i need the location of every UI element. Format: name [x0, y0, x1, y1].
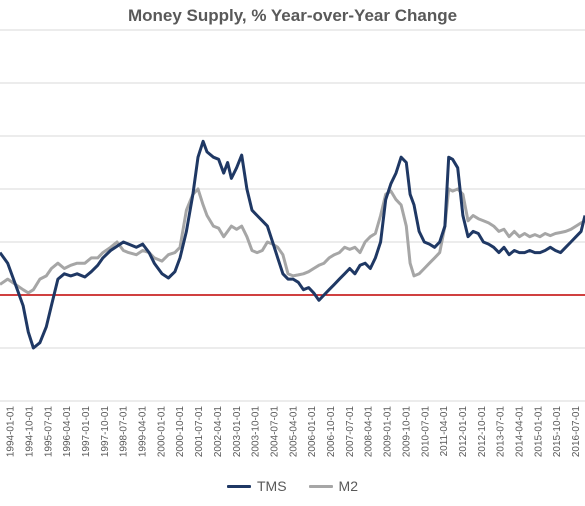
series-line-tms [0, 139, 585, 350]
series-lines [0, 139, 585, 350]
x-tick-label: 2006-01-01 [307, 406, 318, 458]
legend-swatch-tms [226, 484, 251, 488]
x-tick-label: 1996-04-01 [62, 406, 73, 458]
x-axis-tick-labels: 1994-01-01 1994-10-01 1995-07-01 1996-04-01… [6, 406, 583, 458]
legend-label-m2: M2 [338, 478, 358, 494]
x-tick-label: 1997-10-01 [100, 406, 111, 458]
x-tick-label: 2014-04-01 [515, 406, 526, 458]
x-tick-label: 2000-01-01 [156, 406, 167, 458]
x-tick-label: 2009-01-01 [383, 406, 394, 458]
x-tick-label: 2003-10-01 [251, 406, 262, 458]
x-tick-label: 2003-01-01 [232, 406, 243, 458]
x-tick-label: 2013-07-01 [496, 406, 507, 458]
x-tick-label: 1994-10-01 [24, 406, 35, 458]
x-tick-label: 2012-10-01 [477, 406, 488, 458]
x-tick-label: 2009-10-01 [401, 406, 412, 458]
legend: TMS M2 [0, 478, 585, 494]
legend-swatch-m2 [308, 484, 333, 488]
x-tick-label: 2004-07-01 [270, 406, 281, 458]
x-tick-label: 2010-07-01 [420, 406, 431, 458]
x-tick-label: 2012-01-01 [458, 406, 469, 458]
series-line-m2 [0, 187, 585, 295]
legend-label-tms: TMS [256, 478, 287, 494]
x-tick-label: 2011-04-01 [439, 406, 450, 457]
x-tick-label: 1997-01-01 [81, 406, 92, 458]
legend-item-m2: M2 [308, 478, 358, 494]
x-tick-label: 2008-04-01 [364, 406, 375, 458]
x-tick-label: 1998-07-01 [119, 406, 130, 458]
x-tick-label: 2007-07-01 [345, 406, 356, 458]
x-tick-label: 1999-04-01 [138, 406, 149, 458]
x-tick-label: 2006-10-01 [326, 406, 337, 458]
x-tick-label: 2002-04-01 [213, 406, 224, 458]
x-tick-label: 2015-01-01 [533, 406, 544, 458]
legend-item-tms: TMS [226, 478, 287, 494]
x-tick-label: 1995-07-01 [43, 406, 54, 458]
gridlines [0, 29, 585, 402]
x-tick-label: 2000-10-01 [175, 406, 186, 458]
x-tick-label: 2016-07-01 [571, 406, 582, 458]
chart-title: Money Supply, % Year-over-Year Change [127, 6, 458, 25]
x-tick-label: 1994-01-01 [6, 406, 17, 458]
x-tick-label: 2001-07-01 [194, 406, 205, 458]
x-tick-label: 2005-04-01 [288, 406, 299, 458]
x-tick-label: 2015-10-01 [552, 406, 563, 458]
